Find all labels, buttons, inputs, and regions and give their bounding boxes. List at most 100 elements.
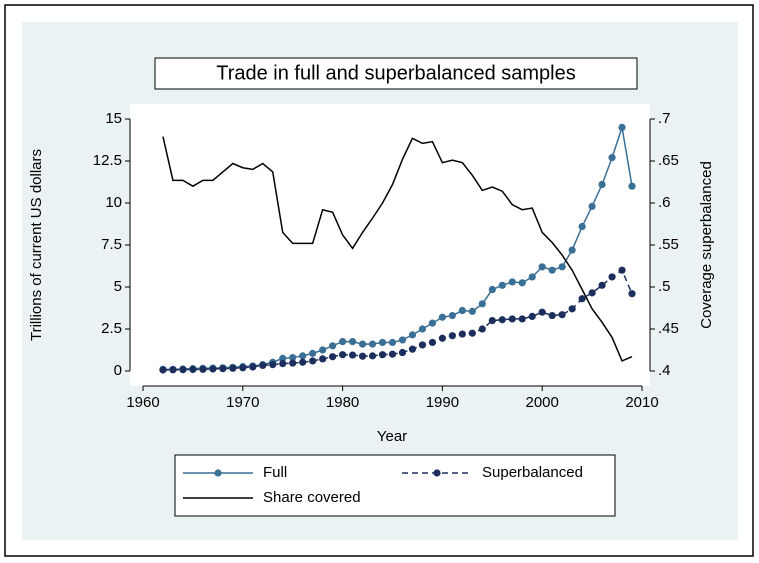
series-marker: [568, 246, 576, 254]
series-marker: [438, 334, 446, 342]
legend-marker: [433, 469, 441, 477]
series-marker: [458, 306, 466, 315]
series-marker: [418, 341, 427, 349]
series-marker: [398, 348, 407, 357]
series-marker: [578, 222, 586, 231]
y2-tick-label: .5: [658, 278, 671, 295]
series-marker: [279, 354, 287, 362]
series-marker: [348, 338, 357, 346]
series-marker: [348, 351, 357, 359]
series-marker: [598, 281, 606, 289]
series-marker: [558, 311, 566, 319]
series-marker: [358, 340, 367, 348]
legend-label: Share covered: [263, 489, 361, 506]
x-tick-label: 2000: [526, 394, 559, 411]
series-marker: [368, 352, 377, 360]
series-marker: [578, 295, 586, 303]
y2-tick-label: .6: [658, 194, 671, 211]
series-marker: [478, 300, 486, 308]
series-marker: [568, 305, 576, 313]
series-marker: [618, 266, 626, 274]
series-marker: [468, 329, 476, 337]
series-marker: [319, 355, 327, 363]
series-marker: [358, 352, 367, 360]
series-marker: [428, 319, 437, 327]
series-marker: [378, 351, 387, 359]
series-marker: [588, 289, 596, 297]
series-marker: [408, 345, 417, 353]
series-marker: [309, 357, 317, 365]
series-marker: [299, 358, 307, 366]
y-tick-label: 0: [114, 362, 122, 379]
series-marker: [189, 365, 197, 374]
series-marker: [608, 273, 616, 281]
series-marker: [488, 317, 496, 325]
series-marker: [458, 330, 466, 338]
x-tick-label: 1970: [226, 394, 259, 411]
y2-tick-label: .65: [658, 152, 679, 169]
legend-marker: [214, 469, 222, 477]
series-marker: [508, 315, 516, 323]
series-marker: [628, 182, 636, 190]
series-marker: [548, 311, 556, 320]
series-marker: [418, 325, 427, 333]
series-marker: [169, 366, 177, 374]
series-marker: [239, 364, 247, 372]
series-marker: [438, 313, 446, 321]
series-line: [162, 136, 633, 362]
series-marker: [329, 342, 337, 350]
series-marker: [249, 363, 257, 371]
x-tick-label: 2010: [625, 394, 658, 411]
series-marker: [518, 279, 526, 287]
series-marker: [488, 285, 496, 294]
y2-tick-label: .7: [658, 110, 671, 127]
series-marker: [229, 364, 237, 372]
plot-region: [130, 104, 650, 386]
series-marker: [388, 338, 397, 347]
series-marker: [159, 366, 167, 374]
series-marker: [408, 331, 417, 339]
series-marker: [508, 278, 516, 286]
series-marker: [628, 290, 636, 298]
series-marker: [299, 352, 307, 360]
series-marker: [339, 351, 347, 359]
series-marker: [259, 361, 267, 370]
series-marker: [319, 346, 327, 354]
series-marker: [498, 281, 506, 289]
y-axis-label: Trillions of current US dollars: [28, 149, 45, 341]
series-marker: [478, 325, 486, 333]
title-box: [154, 57, 638, 90]
y-tick-label: 10: [105, 194, 122, 211]
y-tick-label: 5: [114, 278, 122, 295]
y-tick-label: 2.5: [101, 320, 122, 337]
x-axis-label: Year: [377, 428, 407, 445]
series-marker: [368, 340, 377, 348]
series-marker: [528, 312, 536, 320]
series-marker: [608, 154, 616, 162]
chart-title: Trade in full and superbalanced samples: [216, 62, 575, 84]
series-marker: [448, 332, 456, 340]
series-marker: [329, 353, 337, 361]
series-marker: [398, 336, 407, 344]
series-marker: [518, 315, 526, 323]
series-marker: [219, 365, 227, 373]
series-marker: [209, 365, 217, 373]
series-marker: [498, 316, 506, 324]
series-marker: [588, 202, 596, 210]
series-marker: [548, 266, 556, 274]
series-marker: [269, 361, 277, 369]
series-marker: [538, 308, 546, 316]
legend-label: Full: [263, 464, 287, 481]
series-marker: [448, 311, 456, 320]
legend-box: [174, 454, 616, 517]
y-tick-label: 15: [105, 110, 122, 127]
y2-tick-label: .4: [658, 362, 671, 379]
legend-label: Superbalanced: [482, 464, 583, 481]
series-marker: [289, 359, 297, 367]
x-tick-label: 1990: [426, 394, 459, 411]
series-marker: [378, 338, 387, 347]
series-marker: [339, 338, 347, 346]
series-marker: [538, 263, 546, 271]
